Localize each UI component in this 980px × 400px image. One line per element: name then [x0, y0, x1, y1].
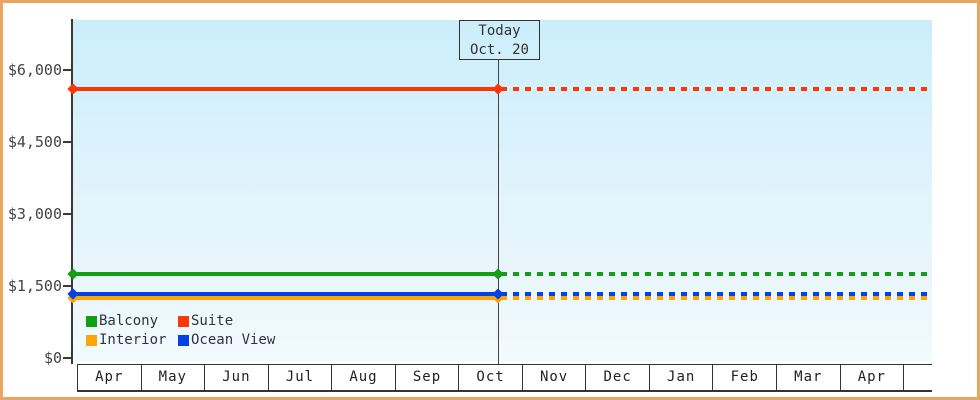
month-cell: Apr: [839, 365, 904, 390]
legend-label: Balcony: [99, 313, 159, 329]
y-axis-tick-label: $1,500: [7, 277, 62, 295]
legend-swatch-icon: [86, 315, 97, 327]
legend-item-interior: Interior: [86, 332, 166, 348]
y-axis-tick: [63, 357, 72, 359]
month-cell: May: [140, 365, 205, 390]
month-cell: Mar: [776, 365, 840, 390]
legend-label: Interior: [99, 332, 167, 348]
month-cell: Jun: [204, 365, 268, 390]
series-line-solid-interior: [73, 296, 498, 300]
legend-item-suite: Suite: [178, 313, 233, 329]
series-line-solid-ocean-view: [73, 292, 498, 297]
legend-item-ocean-view: Ocean View: [178, 332, 275, 348]
y-axis-tick: [63, 285, 72, 287]
series-line-dotted-balcony: [501, 272, 932, 276]
today-annotation-title: Today: [478, 23, 521, 39]
y-axis-tick-label: $6,000: [7, 61, 62, 79]
month-cell: Feb: [712, 365, 776, 390]
series-line-solid-suite: [73, 87, 498, 92]
plot-area: [73, 20, 932, 361]
legend-label: Ocean View: [191, 332, 276, 348]
month-cell: Jul: [267, 365, 332, 390]
month-cell: Jan: [648, 365, 713, 390]
month-cell: Dec: [585, 365, 649, 390]
series-line-solid-balcony: [73, 272, 498, 276]
legend-label: Suite: [191, 313, 234, 329]
y-axis-tick: [63, 213, 72, 215]
y-axis-tick: [63, 141, 72, 143]
month-cell: Sep: [394, 365, 459, 390]
today-annotation-date: Oct. 20: [469, 42, 529, 58]
month-cell: Aug: [331, 365, 395, 390]
today-annotation-box: Today Oct. 20: [459, 20, 540, 60]
month-cell: Oct: [458, 365, 522, 390]
series-line-dotted-interior: [501, 296, 932, 300]
y-axis-tick-label: $4,500: [7, 133, 62, 151]
legend-item-balcony: Balcony: [86, 313, 158, 329]
month-cell: Nov: [521, 365, 586, 390]
y-axis-line: [71, 19, 73, 364]
legend-swatch-icon: [86, 334, 97, 346]
legend-swatch-icon: [178, 315, 189, 327]
y-axis-tick-label: $3,000: [7, 205, 62, 223]
month-cell: Apr: [77, 365, 141, 390]
series-line-dotted-ocean-view: [501, 292, 932, 297]
month-cell-partial: [903, 365, 932, 390]
y-axis-tick-label: $0: [43, 349, 62, 367]
today-vertical-line: [497, 60, 499, 364]
y-axis-tick: [63, 69, 72, 71]
series-line-dotted-suite: [501, 87, 932, 92]
legend-swatch-icon: [178, 334, 189, 346]
x-axis-month-strip: Apr May Jun Jul Aug Sep Oct Nov Dec Jan Feb Mar Apr: [77, 364, 932, 392]
